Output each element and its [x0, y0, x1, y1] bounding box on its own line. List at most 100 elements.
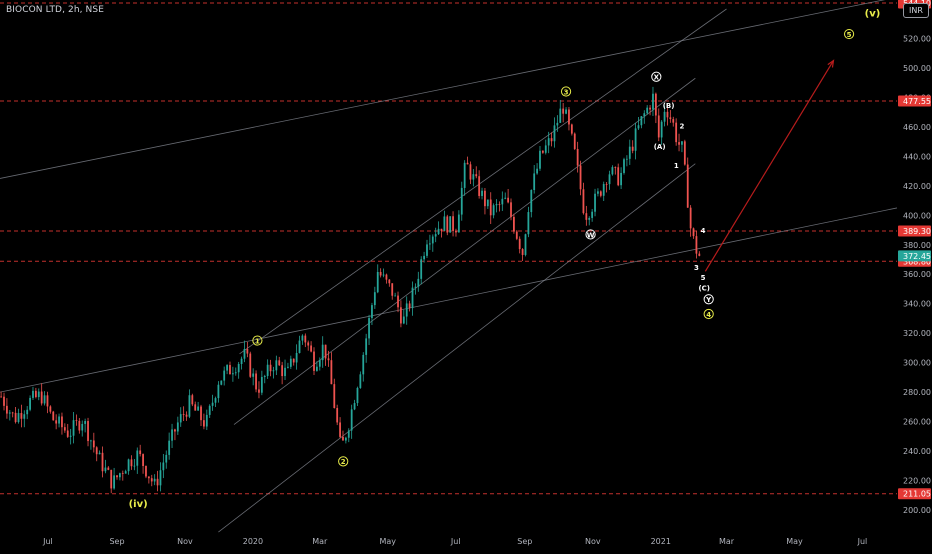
candle-body: [229, 365, 231, 375]
candle-body: [353, 403, 356, 410]
candle-body: [382, 274, 385, 276]
candle-body: [446, 216, 449, 233]
price-tag: [898, 225, 931, 237]
candle-body: [321, 344, 324, 361]
candle-body: [20, 413, 23, 419]
candles: [0, 86, 701, 494]
candle-body: [266, 364, 269, 376]
trend-line: [233, 77, 696, 425]
candle-body: [550, 138, 553, 142]
candle-body: [681, 141, 683, 145]
candle-body: [220, 380, 223, 385]
candle-body: [188, 395, 191, 417]
x-tick-label: May: [786, 537, 803, 546]
wave-label-circle: [703, 308, 714, 320]
candle-body: [513, 216, 515, 232]
wave-label-circle: [252, 335, 263, 346]
candle-body: [313, 351, 315, 371]
candle-body: [426, 244, 428, 256]
candle-body: [34, 390, 37, 398]
candle-body: [37, 391, 40, 398]
candle-body: [608, 174, 611, 185]
wave-label: Y: [705, 296, 712, 304]
candle-body: [101, 452, 104, 472]
candle-body: [214, 398, 217, 403]
candle-body: [388, 279, 391, 284]
candle-body: [17, 413, 20, 423]
wave-label-circle: [560, 86, 572, 97]
candle-body: [457, 214, 460, 233]
wave-label: (B): [663, 102, 675, 110]
currency-badge[interactable]: INR: [903, 3, 929, 18]
candle-body: [336, 408, 339, 423]
wave-label: (C): [698, 284, 710, 292]
candle-body: [599, 191, 602, 196]
candle-body: [486, 199, 489, 207]
candle-body: [318, 360, 321, 367]
candle-body: [368, 318, 370, 339]
candle-body: [208, 405, 211, 415]
wave-label: 4: [706, 311, 711, 319]
price-tag: [898, 488, 931, 500]
trend-line: [0, 0, 886, 179]
candle-body: [507, 197, 510, 203]
wave-label: 3: [564, 88, 569, 96]
candle-body: [397, 295, 399, 308]
candle-body: [556, 122, 559, 126]
candle-body: [689, 207, 692, 229]
candle-body: [597, 191, 599, 194]
candle-body: [605, 184, 608, 185]
candle-body: [669, 117, 672, 120]
candle-body: [405, 303, 408, 317]
candle-body: [200, 406, 202, 421]
candle-body: [61, 416, 63, 428]
horizontal-levels: [0, 2, 897, 495]
candle-body: [194, 404, 197, 411]
candle-body: [281, 365, 284, 377]
candle-body: [504, 197, 507, 199]
projection-arrow-head: [827, 59, 835, 68]
candle-body: [292, 358, 295, 363]
candle-body: [324, 344, 327, 359]
wave-label: 1: [255, 337, 260, 345]
candle-body: [263, 375, 266, 377]
candle-body: [165, 454, 168, 463]
x-tick-label: Jul: [42, 537, 53, 546]
wave-label: 2: [680, 122, 685, 130]
x-tick-label: Jul: [857, 537, 868, 546]
candle-body: [162, 462, 165, 471]
candle-body: [617, 167, 620, 186]
candle-body: [350, 409, 353, 431]
candle-body: [460, 187, 463, 215]
candle-body: [223, 370, 226, 381]
candle-body: [594, 193, 596, 212]
candle-body: [289, 358, 292, 367]
candle-body: [417, 278, 420, 287]
candle-body: [316, 366, 318, 371]
candle-body: [301, 335, 304, 341]
candle-body: [686, 164, 689, 208]
wave-label-circle: [843, 28, 855, 40]
candle-body: [640, 116, 643, 126]
candle-body: [275, 360, 278, 371]
candle-body: [49, 406, 52, 412]
candle-body: [568, 109, 570, 125]
candle-body: [139, 450, 142, 455]
candle-body: [298, 340, 301, 353]
candle-body: [11, 412, 14, 414]
candle-body: [553, 125, 556, 142]
wave-label: 5: [701, 274, 706, 282]
y-tick-label: 280.00: [903, 388, 931, 397]
candle-body: [63, 427, 66, 431]
candle-body: [52, 411, 55, 421]
x-axis: Jul Sep Nov 2020 Mar May Jul Sep Nov 2021 Mar May Ju…: [42, 537, 867, 546]
candle-body: [66, 430, 69, 437]
candle-body: [249, 353, 252, 377]
candle-body: [278, 360, 281, 366]
wave-label: 4: [701, 227, 706, 235]
price-tag: [898, 95, 931, 107]
candle-body: [174, 429, 176, 432]
x-tick-label: May: [379, 537, 396, 546]
